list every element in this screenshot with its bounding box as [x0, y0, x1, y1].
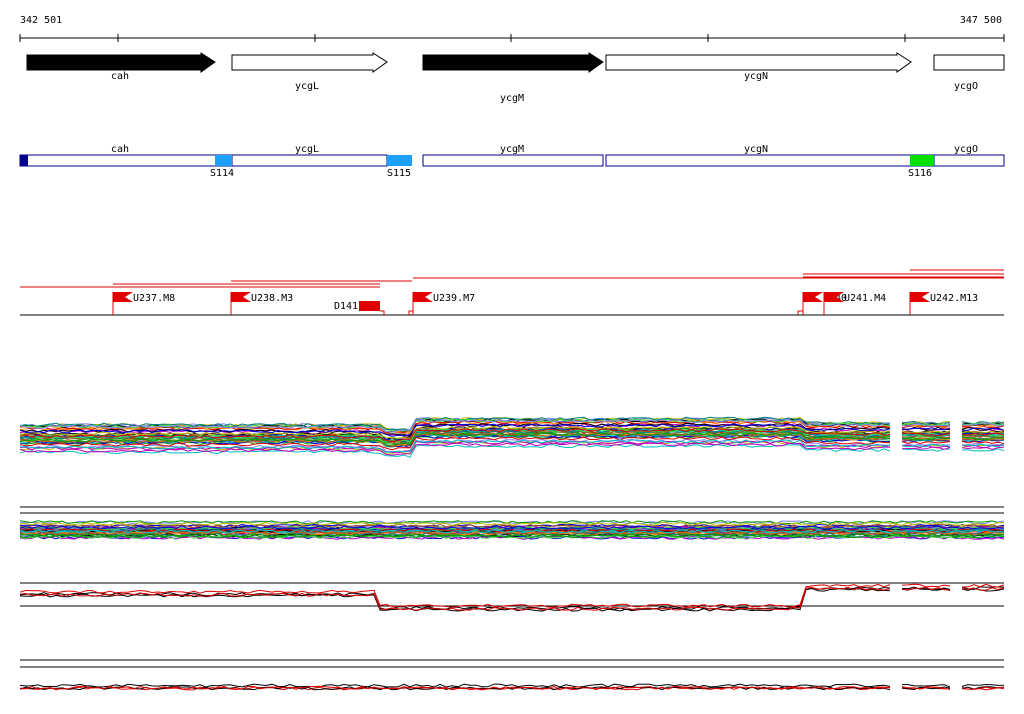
flag: [803, 292, 823, 302]
feature-label: U241.M4: [844, 293, 886, 304]
trace: [19, 436, 1005, 451]
feature-label: U238.M3: [251, 293, 293, 304]
site-block: [910, 155, 934, 166]
trace: [20, 685, 1005, 690]
ruler-end: 347 500: [960, 15, 1002, 26]
flag: [824, 292, 844, 302]
trace: [19, 444, 1005, 458]
segment-block: [20, 155, 28, 166]
segment-box: [422, 154, 604, 167]
site-label: S116: [908, 168, 932, 179]
site-block: [387, 155, 412, 166]
deletion-block: [359, 301, 380, 311]
segment-label: ycgO: [954, 144, 978, 155]
gene-arrow: [26, 52, 216, 73]
segment-box: [19, 154, 233, 167]
segment-label: cah: [111, 144, 129, 155]
gene-label: ycgM: [500, 93, 524, 104]
segment-label: ycgM: [500, 144, 524, 155]
gene-label: ycgO: [954, 81, 978, 92]
gene-arrow: [231, 52, 388, 73]
flag: [413, 292, 433, 302]
trace: [19, 432, 1005, 446]
flag: [910, 292, 930, 302]
trace: [19, 525, 1005, 530]
segment-label: ycgN: [744, 144, 768, 155]
segment-box: [605, 154, 935, 167]
segment-label: ycgL: [295, 144, 319, 155]
ruler-start: 342 501: [20, 15, 62, 26]
trace: [19, 423, 1005, 437]
segment-box: [231, 154, 388, 167]
gene-label: ycgN: [744, 71, 768, 82]
trace: [19, 520, 1005, 525]
feature-label: U237.M8: [133, 293, 175, 304]
gene-arrow: [605, 52, 912, 73]
site-label: S114: [210, 168, 234, 179]
trace: [19, 586, 1005, 611]
deletion-edge: [380, 310, 803, 315]
segment-box: [933, 154, 1005, 167]
trace: [19, 531, 1005, 536]
trace: [19, 428, 1005, 442]
site-block: [215, 155, 232, 166]
trace: [19, 521, 1005, 526]
flag: [231, 292, 251, 302]
trace: [19, 683, 1005, 688]
gene-label: ycgL: [295, 81, 319, 92]
feature-label: D141: [334, 301, 358, 312]
gene-arrow: [422, 52, 604, 73]
feature-label: U242.M13: [930, 293, 978, 304]
trace: [19, 439, 1005, 453]
trace: [19, 533, 1005, 538]
trace: [19, 418, 1005, 433]
feature-label: U239.M7: [433, 293, 475, 304]
gene-label: cah: [111, 71, 129, 82]
trace: [19, 529, 1005, 534]
site-label: S115: [387, 168, 411, 179]
gene-arrow: [933, 54, 1005, 71]
flag: [113, 292, 133, 302]
